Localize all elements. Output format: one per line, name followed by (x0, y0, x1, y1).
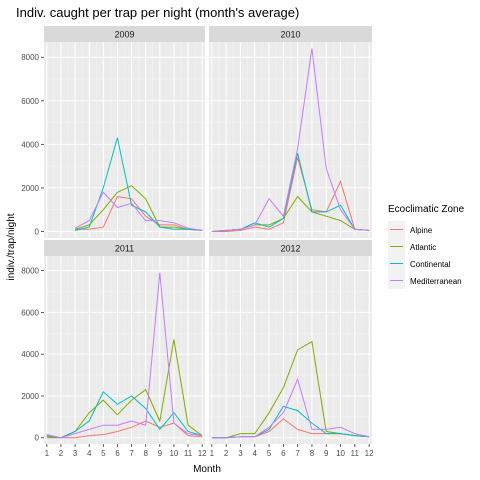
y-tick-label: 2000 (21, 392, 39, 401)
x-tick-label: 10 (169, 449, 178, 458)
facet-strip-label: 2010 (280, 30, 300, 40)
series-line-alpine (75, 196, 203, 231)
series-line-mediterranean (46, 272, 203, 439)
y-tick-label: 0 (35, 434, 40, 443)
legend-item-mediterranean: Mediterranean (388, 272, 462, 289)
x-tick-label: 7 (295, 449, 300, 458)
x-tick-label: 8 (310, 449, 315, 458)
facet-panels: 2009020004000600080002010201102000400060… (21, 26, 374, 458)
x-tick-label: 12 (198, 449, 207, 458)
legend: Ecoclimatic Zone Alpine Atlantic Continent… (388, 204, 465, 289)
y-tick-label: 2000 (21, 184, 39, 193)
x-tick-label: 2 (224, 449, 229, 458)
x-tick-label: 1 (45, 449, 50, 458)
y-tick-label: 4000 (21, 140, 39, 149)
legend-label: Atlantic (410, 243, 436, 252)
facet-strip (209, 240, 372, 256)
series-line-mediterranean (211, 48, 370, 232)
chart-title: Indiv. caught per trap per night (month'… (16, 5, 299, 20)
x-tick-label: 6 (281, 449, 286, 458)
x-tick-label: 4 (253, 449, 258, 458)
x-tick-label: 11 (184, 449, 193, 458)
x-tick-label: 4 (87, 449, 92, 458)
x-tick-label: 9 (324, 449, 329, 458)
legend-label: Alpine (410, 226, 433, 235)
facet-strip (44, 26, 205, 42)
facet-panel-2009: 2009 0 2000 4000 6000 8000 (21, 26, 205, 238)
legend-label: Continental (410, 260, 451, 269)
y-axis-title: indiv./trap/night (6, 213, 17, 280)
legend-item-atlantic: Atlantic (388, 238, 436, 255)
y-tick-label: 6000 (21, 97, 39, 106)
series-line-continental (46, 390, 203, 439)
x-tick-label: 3 (238, 449, 243, 458)
x-tick-label: 5 (267, 449, 272, 458)
x-tick-label: 7 (129, 449, 134, 458)
legend-title: Ecoclimatic Zone (388, 204, 465, 215)
facet-strip (44, 240, 205, 256)
x-tick-label: 12 (365, 449, 374, 458)
y-tick-label: 8000 (21, 267, 39, 276)
facet-strip (209, 26, 372, 42)
x-axis-title: Month (193, 464, 221, 475)
facet-strip-label: 2009 (114, 30, 134, 40)
series-line-mediterranean (211, 377, 370, 439)
series-line-alpine (211, 157, 370, 232)
x-tick-label: 8 (143, 449, 148, 458)
legend-item-alpine: Alpine (388, 221, 433, 238)
facet-strip-label: 2012 (280, 244, 300, 254)
series-line-mediterranean (74, 191, 203, 231)
y-tick-label: 4000 (21, 350, 39, 359)
legend-item-continental: Continental (388, 255, 451, 272)
x-tick-label: 2 (59, 449, 64, 458)
x-tick-label: 9 (158, 449, 163, 458)
x-tick-label: 5 (101, 449, 106, 458)
series-line-atlantic (74, 185, 203, 231)
y-tick-label: 8000 (21, 53, 39, 62)
x-tick-label: 10 (336, 449, 345, 458)
x-tick-label: 3 (73, 449, 78, 458)
x-tick-label: 1 (210, 449, 215, 458)
x-tick-label: 6 (115, 449, 120, 458)
legend-label: Mediterranean (410, 277, 462, 286)
y-tick-label: 6000 (21, 308, 39, 317)
y-tick-label: 0 (35, 227, 40, 236)
facet-strip-label: 2011 (115, 244, 134, 254)
x-tick-label: 11 (351, 449, 360, 458)
facet-panel-2010: 2010 (209, 26, 372, 238)
